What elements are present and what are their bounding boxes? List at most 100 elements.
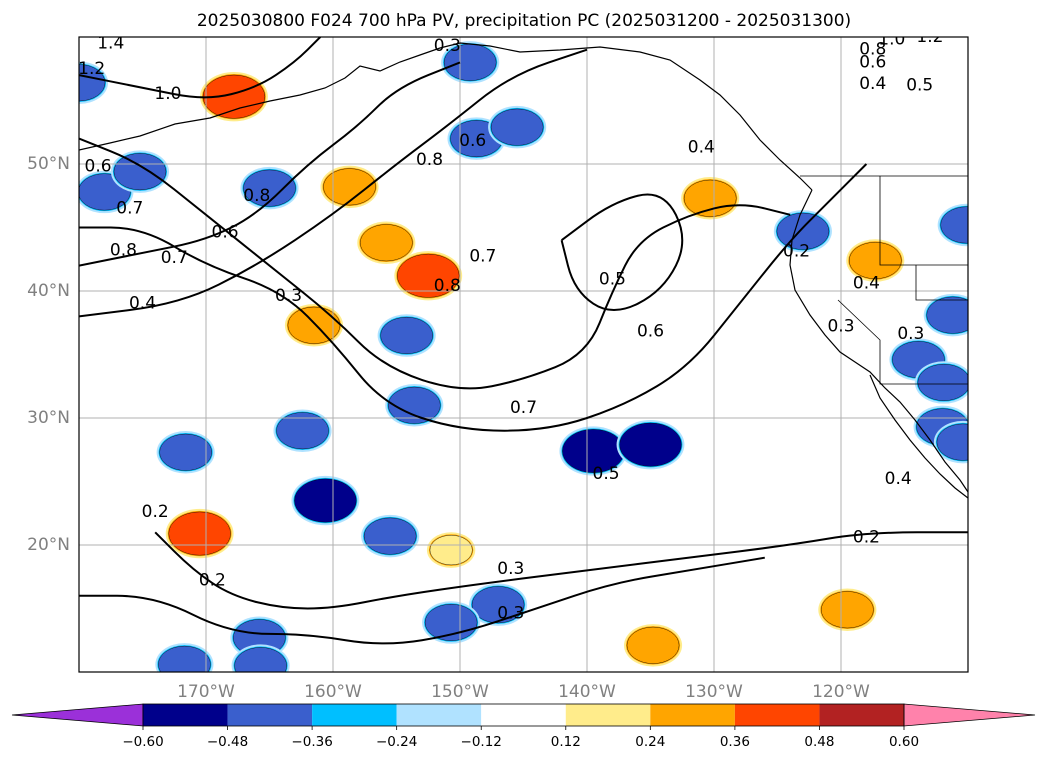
contour-label-19: 0.4 — [688, 137, 715, 157]
precip-blob-1 — [323, 168, 376, 206]
contour-label-30: 1.0 — [878, 30, 905, 50]
contour-label-16: 0.7 — [510, 398, 537, 418]
colorbar-tick-label-6: 0.24 — [635, 734, 665, 750]
precip-blob-8 — [821, 591, 874, 629]
lat-tick-label-3: 50°N — [27, 154, 70, 174]
contour-label-11: 0.3 — [434, 36, 461, 56]
contour-label-0: 1.4 — [97, 33, 124, 53]
contour-label-28: 0.2 — [199, 571, 226, 591]
precip-blob-18 — [380, 317, 433, 354]
contour-label-24: 0.4 — [885, 469, 912, 489]
contour-label-3: 0.6 — [85, 157, 112, 177]
colorbar-segment-2 — [312, 704, 397, 726]
precip-blob-37 — [936, 423, 968, 461]
colorbar-tick-label-5: 0.12 — [551, 734, 581, 750]
lon-tick-label-2: 150°W — [431, 682, 489, 702]
colorbar-segment-4 — [481, 704, 566, 726]
precip-blob-26 — [471, 586, 525, 624]
precip-blob-11 — [243, 169, 296, 207]
precip-blob-36 — [940, 206, 968, 244]
pv-contour-labels: 1.41.21.00.60.70.8 0.70.60.40.80.30.30.60… — [78, 27, 943, 624]
contour-label-17: 0.5 — [599, 270, 626, 290]
colorbar-frame — [142, 703, 905, 727]
contour-label-6: 0.7 — [161, 248, 188, 268]
contour-label-25: 0.2 — [142, 502, 169, 522]
contour-label-9: 0.8 — [243, 186, 270, 206]
contour-label-31: 0.8 — [859, 40, 886, 60]
contour-label-5: 0.8 — [110, 240, 137, 260]
colorbar-tick-label-3: −0.24 — [376, 734, 417, 750]
pv-contour-0.6 — [79, 137, 791, 390]
contour-label-10: 0.3 — [275, 286, 302, 306]
colorbar-segment-0 — [143, 704, 228, 726]
colorbar-segment-7 — [734, 704, 820, 726]
pv-contour-0.2 — [154, 531, 968, 610]
pv-contour-0.8 — [79, 61, 461, 267]
colorbar-tick-labels: −0.60 −0.48 −0.36 −0.24 −0.12 0.12 0.24 0.36 0.4… — [122, 726, 919, 750]
chart-title: 2025030800 F024 700 hPa PV, precipitatio… — [197, 11, 851, 31]
colorbar-segment-8 — [819, 704, 904, 726]
precip-blob-14 — [113, 153, 167, 191]
colorbar-tick-label-1: −0.48 — [207, 734, 248, 750]
contour-label-12: 0.6 — [459, 131, 486, 151]
map-layers: 1.41.21.00.60.70.8 0.70.60.40.80.30.30.60… — [78, 27, 968, 672]
precip-blob-2 — [397, 253, 460, 298]
lat-tick-label-1: 30°N — [27, 408, 70, 428]
colorbar-tick-label-2: −0.36 — [291, 734, 332, 750]
pv-contour-1 — [79, 37, 322, 99]
colorbar-segment-6 — [650, 704, 735, 726]
colorbar-tick-label-0: −0.60 — [122, 734, 163, 750]
contour-label-13: 0.8 — [416, 150, 443, 170]
contour-label-27: 0.3 — [497, 604, 524, 624]
gridlines — [79, 37, 968, 672]
contour-label-20: 0.2 — [783, 242, 810, 262]
colorbar-tick-label-4: −0.12 — [461, 734, 502, 750]
lon-tick-label-5: 120°W — [812, 682, 870, 702]
contour-label-29: 0.2 — [853, 527, 880, 547]
contour-label-4: 0.7 — [116, 198, 143, 218]
contour-label-35: 1.2 — [916, 27, 943, 47]
pv-contour-0.7 — [79, 163, 868, 432]
coastline-baja — [869, 374, 968, 499]
colorbar-segment-3 — [396, 704, 482, 726]
coastlines — [79, 42, 968, 499]
contour-label-18: 0.6 — [637, 322, 664, 342]
precip-blob-34 — [917, 364, 968, 401]
precip-blob-10 — [429, 535, 473, 566]
precipitation-layer — [79, 41, 968, 672]
precip-blob-6 — [683, 179, 737, 217]
contour-label-15: 0.8 — [434, 276, 461, 296]
latitude-tick-labels: 20°N 30°N 40°N 50°N — [27, 154, 70, 555]
colorbar-tick-label-7: 0.36 — [720, 734, 750, 750]
longitude-tick-labels: 170°W 160°W 150°W 140°W 130°W 120°W — [177, 682, 870, 702]
precip-blob-19 — [388, 386, 441, 424]
contour-label-14: 0.7 — [469, 247, 496, 267]
precip-blob-12 — [79, 64, 106, 102]
lat-tick-label-0: 20°N — [27, 535, 70, 555]
colorbar-extend-high — [903, 703, 1036, 727]
contour-label-32: 0.6 — [859, 52, 886, 72]
lon-tick-label-4: 130°W — [685, 682, 743, 702]
pv-contour-0.5 — [560, 193, 684, 312]
contour-label-1: 1.2 — [78, 59, 105, 79]
precip-blob-30 — [158, 645, 211, 672]
coastline-west-coast — [789, 189, 968, 493]
colorbar-segment-5 — [565, 704, 651, 726]
coastline-alaska — [79, 42, 813, 191]
precip-blob-20 — [276, 412, 329, 450]
contour-label-21: 0.4 — [853, 273, 880, 293]
colorbar-tick-label-9: 0.60 — [889, 734, 919, 750]
precip-blob-5 — [360, 224, 413, 262]
contour-label-36: 0.3 — [897, 324, 924, 344]
precip-blob-4 — [287, 306, 341, 344]
contour-label-33: 0.4 — [859, 74, 886, 94]
contour-label-26: 0.3 — [497, 559, 524, 579]
colorbar-extend-low — [11, 703, 144, 727]
colorbar-segment-1 — [227, 704, 313, 726]
precip-blob-25 — [619, 422, 682, 467]
map-frame — [78, 36, 969, 673]
precip-blob-32 — [926, 296, 968, 334]
lon-tick-label-1: 160°W — [304, 682, 362, 702]
lon-tick-label-0: 170°W — [177, 682, 235, 702]
